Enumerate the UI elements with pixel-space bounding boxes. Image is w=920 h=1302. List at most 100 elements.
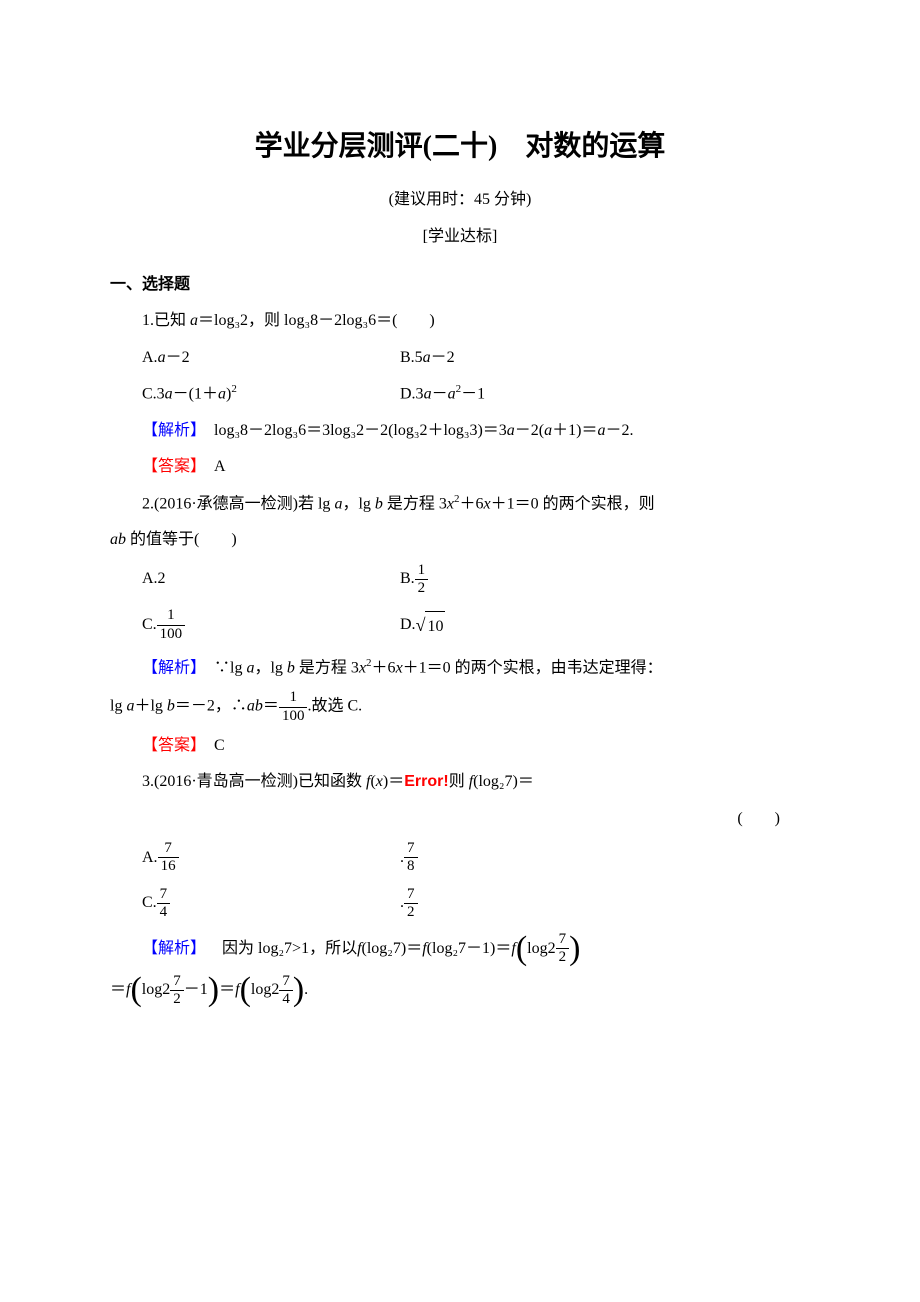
section-1-title: 一、选择题 [110,270,810,300]
var-x: x [447,495,454,512]
frac-num: 7 [170,973,184,991]
frac-7-4: 74 [157,886,171,922]
q3-optC: C.74 [110,886,400,922]
q3-optC-label: C. [142,888,157,918]
frac-num: 1 [279,689,308,707]
q2-t4: ＋6 [460,495,484,512]
q2-optB-label: B. [400,564,415,594]
q2-stem-line2: ab 的值等于( ) [110,525,810,555]
q1-optA-label: A. [142,349,158,366]
q2-answer: 【答案】 C [110,731,810,761]
var-a: a [218,385,226,402]
q2-optC-label: C. [142,610,157,640]
error-text: Error! [404,773,448,790]
q1-ans: A [198,458,226,475]
q1-options-row2: C.3a－(1＋a)2 D.3a－a2－1 [110,379,810,410]
q2-options-row2: C.1100 D.√10 [110,607,810,643]
q2-t2: ，lg [342,495,374,512]
var-ab: ab [110,531,126,548]
q3-sol2: (log₂7)＝ [362,934,423,964]
q2-sol1: ∵lg [198,659,246,676]
frac-7-2: 72 [170,973,184,1009]
right-paren-icon: ) [293,973,304,1007]
q2-sol3: 是方程 3 [295,659,359,676]
var-a: a [165,385,173,402]
var-a: a [448,385,456,402]
q2-sol2: ，lg [254,659,286,676]
var-a: a [424,385,432,402]
q1-stem: 1.已知 a＝log₃2，则 log₃8－2log₃6＝( ) [110,306,810,336]
q1-optC: C.3a－(1＋a)2 [110,379,400,410]
q2-sol7: ＋lg [134,698,166,715]
frac-den: 4 [157,904,171,921]
q2-t5: ＋1＝0 的两个实根，则 [491,495,655,512]
solution-label: 【解析】 [142,659,198,676]
frac-num: 1 [157,607,186,625]
q2-sol9: ＝ [263,698,279,715]
var-ab: ab [247,698,263,715]
q2-t3: 是方程 3 [383,495,447,512]
q3-t4: 则 [449,773,469,790]
q1-optD: D.3a－a2－1 [400,379,810,410]
frac-num: 1 [415,562,429,580]
q3-paren: ( ) [110,804,810,834]
frac-den: 100 [157,626,186,643]
q2-ans: C [198,737,225,754]
var-a: a [544,422,552,439]
q2-stem: 2.(2016·承德高一检测)若 lg a，lg b 是方程 3x2＋6x＋1＝… [110,489,810,520]
q1-optB: B.5a－2 [400,343,810,373]
q3-stem: 3.(2016·青岛高一检测)已知函数 f(x)＝Error!则 f(log₂7… [110,767,810,797]
q1-prefix: 1.已知 [142,312,190,329]
q1-optD-tail: －1 [461,385,485,402]
q3-options-row1: A.716 .78 [110,840,810,876]
q2-solution-line2: lg a＋lg b＝－2，∴ab＝1100.故选 C. [110,689,810,725]
answer-label: 【答案】 [142,737,198,754]
q1-sol-t4: －2. [605,422,633,439]
left-paren-icon: ( [516,932,527,966]
frac-7-8: 78 [404,840,418,876]
q2-t1: 2.(2016·承德高一检测)若 lg [142,495,334,512]
frac-num: 7 [158,840,179,858]
q2-sol5: ＋1＝0 的两个实根，由韦达定理得： [403,659,663,676]
paren-expr-1: (log272) [516,931,581,967]
q2-optA: A.2 [110,564,400,594]
frac-7-16: 716 [158,840,179,876]
q2-sol6: lg [110,698,126,715]
frac-1-2: 12 [415,562,429,598]
answer-label: 【答案】 [142,458,198,475]
q2-optB: B.12 [400,562,810,598]
frac-den: 8 [404,858,418,875]
log2-text: log2 [527,934,555,964]
var-b: b [287,659,295,676]
q2-t6: 的值等于( ) [126,531,237,548]
right-paren-icon: ) [569,932,580,966]
q3-solution-line1: 【解析】 因为 log₂7>1，所以 f(log₂7)＝f(log₂7－1)＝f… [110,931,810,967]
paren-expr-2: (log272－1) [130,973,219,1009]
solution-label: 【解析】 [142,422,198,439]
left-paren-icon: ( [240,973,251,1007]
q2-optD: D.√10 [400,608,810,642]
q3-sol3: (log₂7－1)＝ [427,934,512,964]
frac-num: 7 [279,973,293,991]
var-a: a [158,349,166,366]
q2-optC: C.1100 [110,607,400,643]
q1-optD-label: D.3 [400,385,424,402]
q3-optB: .78 [400,840,810,876]
q2-sol8: ＝－2，∴ [175,698,247,715]
q3-optA: A.716 [110,840,400,876]
var-x: x [484,495,491,512]
sqrt-radicand: 10 [425,611,445,642]
q3-t1: 3.(2016·青岛高一检测)已知函数 [142,773,366,790]
q3-options-row2: C.74 .72 [110,886,810,922]
var-a: a [507,422,515,439]
q1-options-row1: A.a－2 B.5a－2 [110,343,810,373]
frac-num: 7 [556,931,570,949]
var-x: x [376,773,383,790]
var-x: x [359,659,366,676]
frac-den: 4 [279,991,293,1008]
q2-optA-text: A.2 [142,564,166,594]
paren-expr-3: (log274) [240,973,305,1009]
frac-den: 2 [415,580,429,597]
q1-sol-t1: log₃8－2log₃6＝3log₃2－2(log₃2＋log₃3)＝3 [198,422,507,439]
q1-solution: 【解析】 log₃8－2log₃6＝3log₃2－2(log₃2＋log₃3)＝… [110,416,810,446]
